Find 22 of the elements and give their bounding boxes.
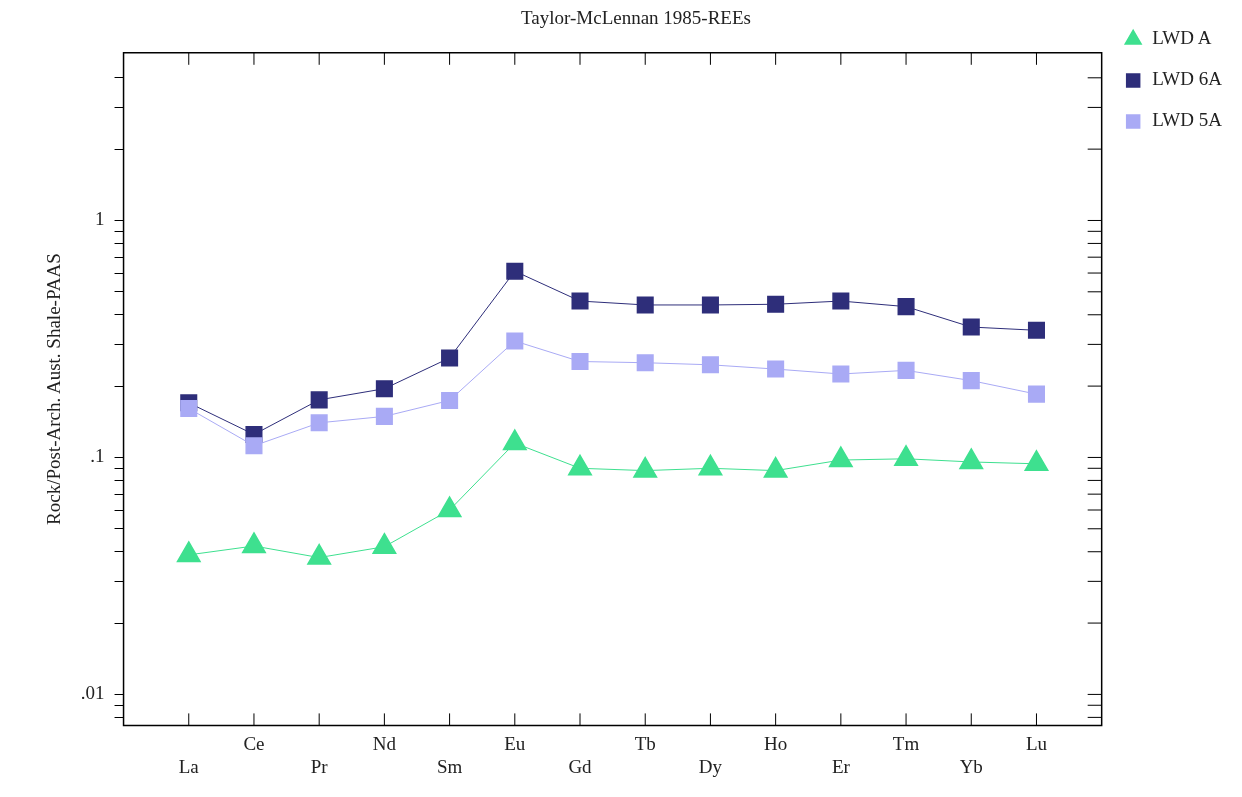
x-tick-label: Ce [243,732,265,754]
legend-label: LWD A [1152,27,1212,49]
x-tick-label: Gd [568,755,593,777]
x-tick-label: Lu [1025,732,1048,754]
x-tick-label: Eu [504,732,526,754]
y-axis-title: Rock/Post-Arch. Aust. Shale-PAAS [43,253,65,525]
x-tick-label: La [178,755,200,777]
legend-label: LWD 5A [1152,109,1223,131]
x-tick-label: Tm [892,732,920,754]
y-tick-label: .1 [90,445,105,467]
x-tick-label: Ho [764,732,788,754]
x-tick-label: Pr [310,755,329,777]
x-tick-label: Tb [634,732,656,754]
chart-title: Taylor-McLennan 1985-REEs [521,7,751,29]
x-tick-label: Yb [959,755,983,777]
x-tick-label: Er [831,755,851,777]
y-tick-label: .01 [80,682,105,704]
x-tick-label: Nd [372,732,397,754]
x-tick-label: Dy [698,755,723,777]
legend-label: LWD 6A [1152,68,1223,90]
y-tick-label: 1 [95,208,105,230]
x-tick-label: Sm [436,755,463,777]
